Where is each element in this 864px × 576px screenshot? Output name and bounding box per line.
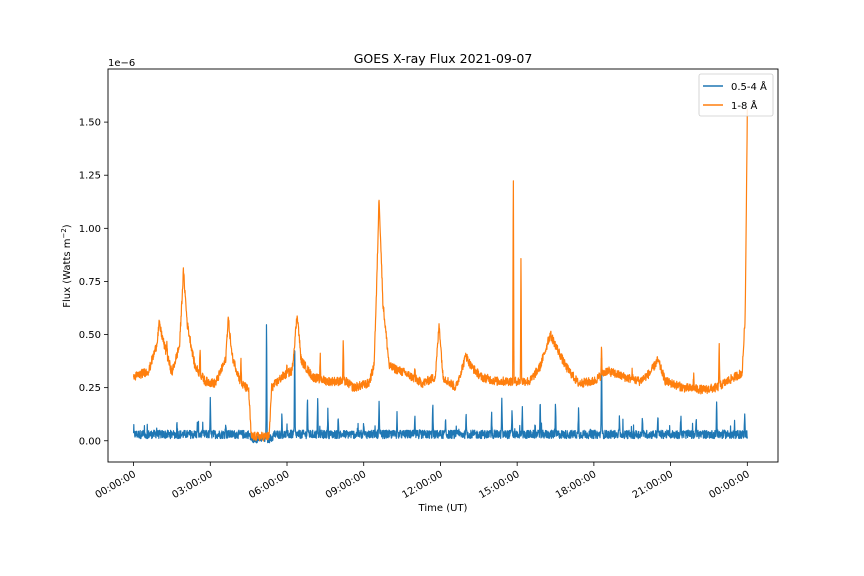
plot-frame	[107, 68, 779, 463]
legend-label-1: 1-8 Å	[731, 99, 758, 112]
legend-label-0: 0.5-4 Å	[731, 80, 767, 93]
series-line-0	[132, 324, 748, 444]
x-tick-label-6: 18:00:00	[554, 469, 598, 501]
x-axis: 00:00:00 03:00:00 06:00:00 09:00:00 12:00:00…	[94, 462, 752, 501]
legend: 0.5-4 Å 1-8 Å	[698, 73, 774, 117]
y-axis-label: Flux (Watts m−2)	[60, 224, 73, 308]
y-tick-label-0: 0.00	[79, 436, 101, 447]
chart-title: GOES X-ray Flux 2021-09-07	[354, 51, 533, 66]
y-tick-label-3: 0.75	[79, 277, 101, 288]
y-tick-label-2: 0.50	[79, 330, 101, 341]
x-tick-label-1: 03:00:00	[170, 469, 214, 501]
y-axis: 0.00 0.25 0.50 0.75 1.00 1.25 1.50	[79, 118, 108, 447]
y-tick-label-1: 0.25	[79, 383, 101, 394]
y-axis-label-end: )	[62, 224, 73, 228]
y-tick-label-6: 1.50	[79, 118, 101, 129]
series-line-1	[132, 109, 748, 442]
y-offset-label: 1e−6	[108, 58, 135, 69]
x-axis-label: Time (UT)	[418, 503, 468, 514]
x-tick-label-7: 21:00:00	[631, 469, 675, 501]
y-axis-label-main: Flux (Watts m	[62, 239, 73, 308]
x-tick-label-8: 00:00:00	[707, 469, 751, 501]
x-tick-label-2: 06:00:00	[247, 469, 291, 501]
y-axis-label-sup: −2	[60, 228, 68, 238]
y-tick-label-5: 1.25	[79, 171, 101, 182]
y-tick-label-4: 1.00	[79, 224, 101, 235]
x-tick-label-4: 12:00:00	[401, 469, 445, 501]
x-tick-label-5: 15:00:00	[477, 469, 521, 501]
x-tick-label-3: 09:00:00	[324, 469, 368, 501]
series-layer	[132, 109, 748, 444]
x-tick-label-0: 00:00:00	[94, 469, 138, 501]
